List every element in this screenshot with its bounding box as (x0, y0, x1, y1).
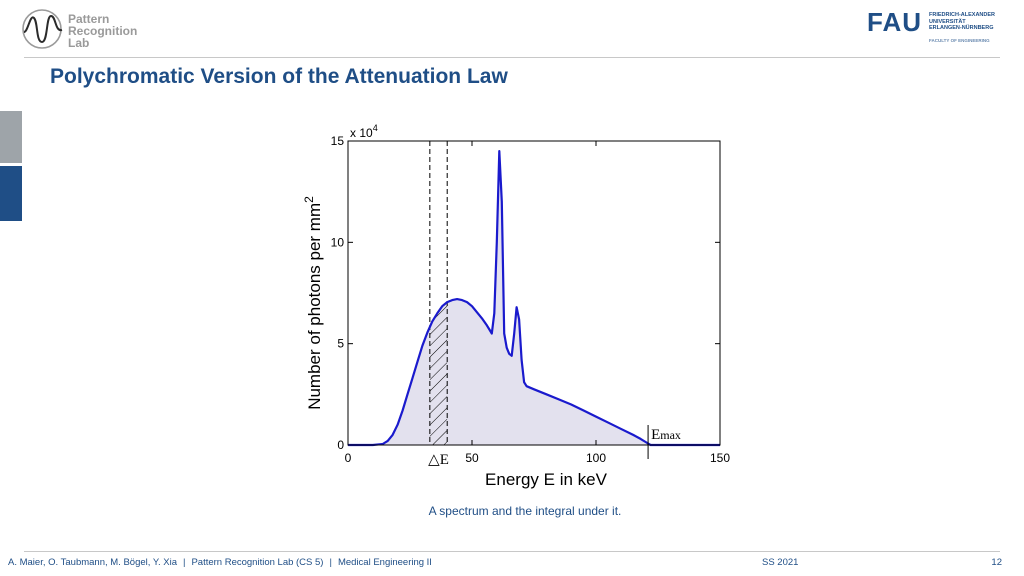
y-tick-label: 0 (337, 438, 344, 452)
y-multiplier-label: x 104 (350, 123, 378, 140)
slide-title: Polychromatic Version of the Attenuation… (50, 65, 508, 88)
e-max-subscript: max (660, 428, 681, 442)
spectrum-chart: 0 50 100 150 0 5 10 15 x 104 Energy E in keV Numbe… (302, 123, 730, 489)
page-number: 12 (991, 557, 1002, 568)
footer-lab: Pattern Recognition Lab (CS 5) (191, 557, 324, 568)
y-tick-label: 15 (331, 134, 345, 148)
delta-e-label: △E (428, 452, 449, 468)
figure-caption: A spectrum and the integral under it. (428, 504, 622, 518)
fau-faculty: FACULTY OF ENGINEERING (929, 38, 990, 43)
spectrum-area (348, 151, 720, 445)
fau-logo: FAU FRIEDRICH-ALEXANDER UNIVERSITÄT ERLA… (867, 8, 1002, 48)
fau-logo-line: FRIEDRICH-ALEXANDER (929, 12, 995, 18)
fau-logo-line: UNIVERSITÄT (929, 18, 966, 25)
footer-separator: | (329, 557, 332, 568)
header-divider (24, 57, 1000, 58)
fau-logo-line: ERLANGEN-NÜRNBERG (929, 25, 994, 31)
footer-divider (24, 551, 1000, 552)
delta-e-hatch (429, 151, 448, 445)
footer-term: SS 2021 (762, 557, 799, 568)
y-tick-label: 10 (331, 235, 345, 249)
x-tick-label: 50 (465, 451, 479, 465)
spectrum-line (348, 149, 720, 447)
x-tick-label: 0 (345, 451, 352, 465)
plot-frame (347, 140, 721, 446)
y-tick-label: 5 (337, 337, 344, 351)
x-axis-label: Energy E in keV (485, 470, 608, 489)
lab-logo-line: Recognition (68, 24, 138, 38)
fau-logo-letters: FAU (867, 7, 922, 37)
side-marker-blue (0, 166, 22, 221)
lab-logo-icon (22, 9, 63, 49)
footer-separator: | (182, 557, 186, 568)
side-marker-grey (0, 111, 22, 163)
pattern-recognition-lab-logo: Pattern Recognition Lab (22, 8, 152, 54)
lab-logo-line: Pattern (68, 12, 110, 26)
footer-credits: A. Maier, O. Taubmann, M. Bögel, Y. Xia |… (8, 557, 432, 568)
y-axis-label-superscript: 2 (302, 196, 316, 203)
y-axis-label: Number of photons per mm2 (302, 196, 324, 410)
footer-authors: A. Maier, O. Taubmann, M. Bögel, Y. Xia (8, 557, 177, 568)
x-tick-label: 150 (710, 451, 730, 465)
x-tick-label: 100 (586, 451, 606, 465)
e-max-label: Emax (651, 427, 681, 443)
footer-course: Medical Engineering II (337, 557, 432, 568)
lab-logo-line: Lab (68, 36, 90, 50)
y-multiplier-exponent: 4 (373, 123, 378, 133)
